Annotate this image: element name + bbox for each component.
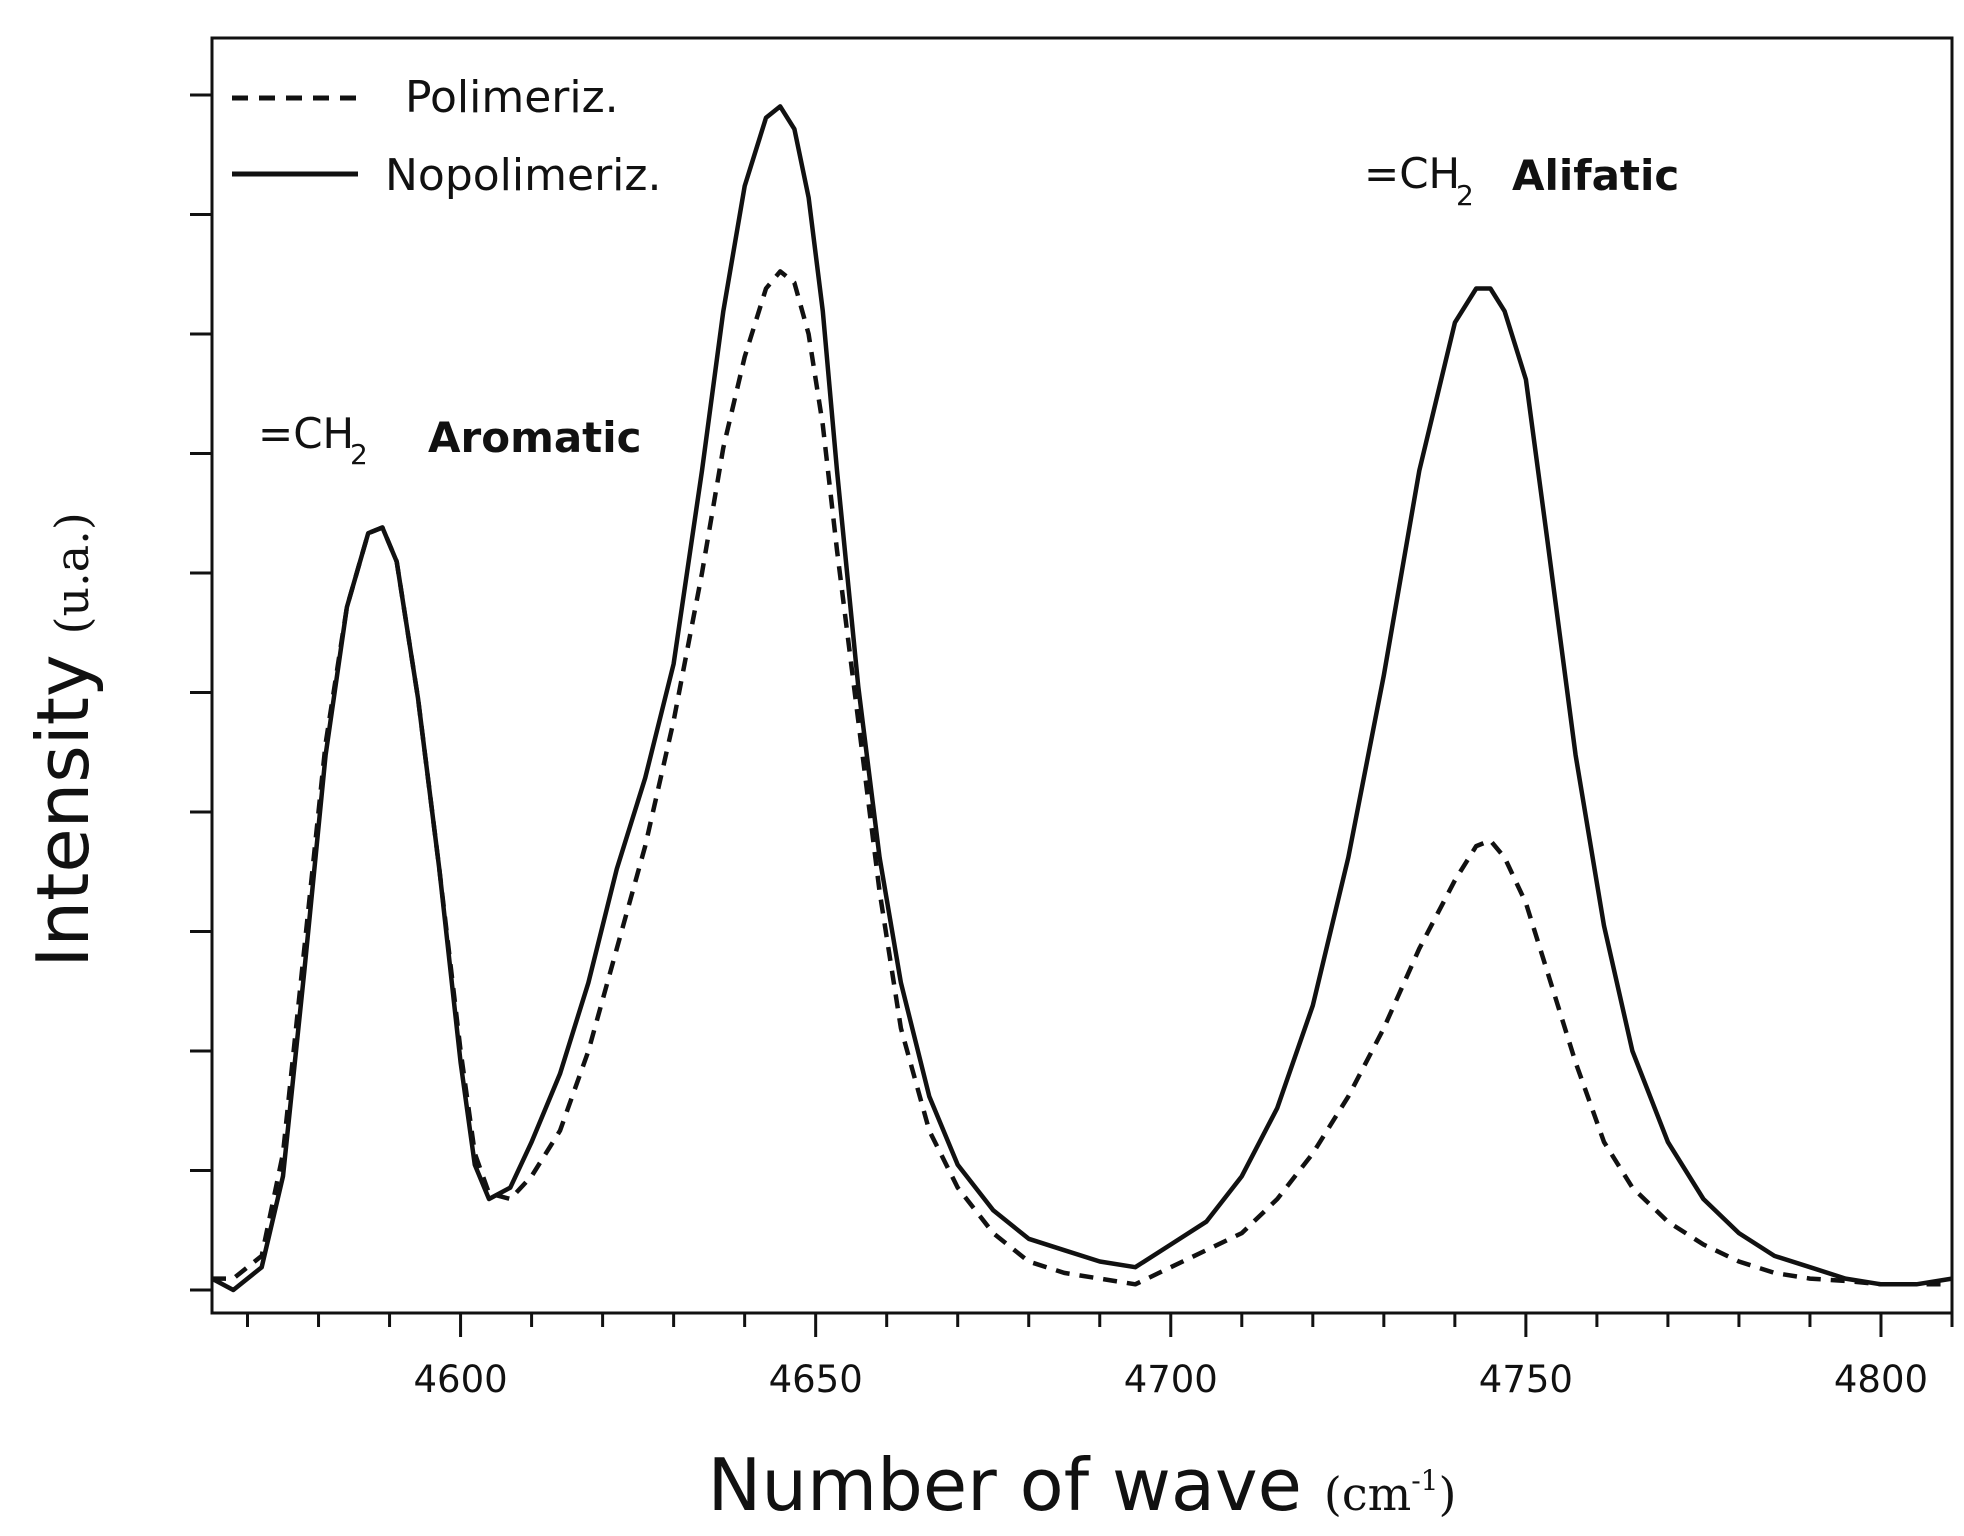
plot-area (210, 36, 1954, 1315)
y-axis-ticks (190, 93, 212, 1292)
y-axis-title-text: Intensity (21, 654, 105, 967)
x-axis-title: Number of wave (cm-1) (708, 1443, 1457, 1527)
x-axis-unit-exp: -1 (1411, 1464, 1438, 1497)
annotation-alifatic-sub: 2 (1456, 179, 1474, 212)
x-tick-label: 4700 (1124, 1358, 1218, 1401)
series-layer (210, 104, 1953, 1293)
x-axis-ticks (246, 1313, 1954, 1337)
svg-text:Number of wave (cm-1): Number of wave (cm-1) (708, 1443, 1457, 1527)
x-tick-label: 4650 (769, 1358, 863, 1401)
legend-label-nopolimeriz: Nopolimeriz. (385, 150, 661, 201)
y-axis-title: Intensity (u.a.) (21, 512, 105, 968)
x-tick-label: 4600 (413, 1358, 507, 1401)
annotation-aromatic-chem: =CH (258, 409, 354, 458)
svg-text:Intensity (u.a.): Intensity (u.a.) (21, 512, 105, 968)
x-axis-tick-labels: 4600 4650 4700 4750 4800 (413, 1358, 1928, 1401)
annotation-aromatic-sub: 2 (350, 438, 368, 471)
legend-label-polimeriz: Polimeriz. (405, 72, 619, 123)
annotation-alifatic-chem: =CH (1364, 149, 1460, 198)
series-line-polimeriz (212, 269, 1952, 1287)
legend: Polimeriz. Nopolimeriz. (232, 72, 661, 201)
x-tick-label: 4800 (1834, 1358, 1928, 1401)
y-axis-unit: (u.a.) (45, 512, 99, 634)
annotation-aromatic: =CH 2 Aromatic (258, 409, 642, 471)
annotation-alifatic-name: Alifatic (1512, 151, 1679, 200)
x-axis-unit: cm (1342, 1467, 1411, 1521)
x-tick-label: 4750 (1479, 1358, 1573, 1401)
annotation-alifatic: =CH 2 Alifatic (1364, 149, 1679, 212)
series-line-nopolimeriz (210, 104, 1953, 1293)
annotation-aromatic-name: Aromatic (428, 413, 642, 462)
x-axis-title-text: Number of wave (708, 1443, 1302, 1527)
